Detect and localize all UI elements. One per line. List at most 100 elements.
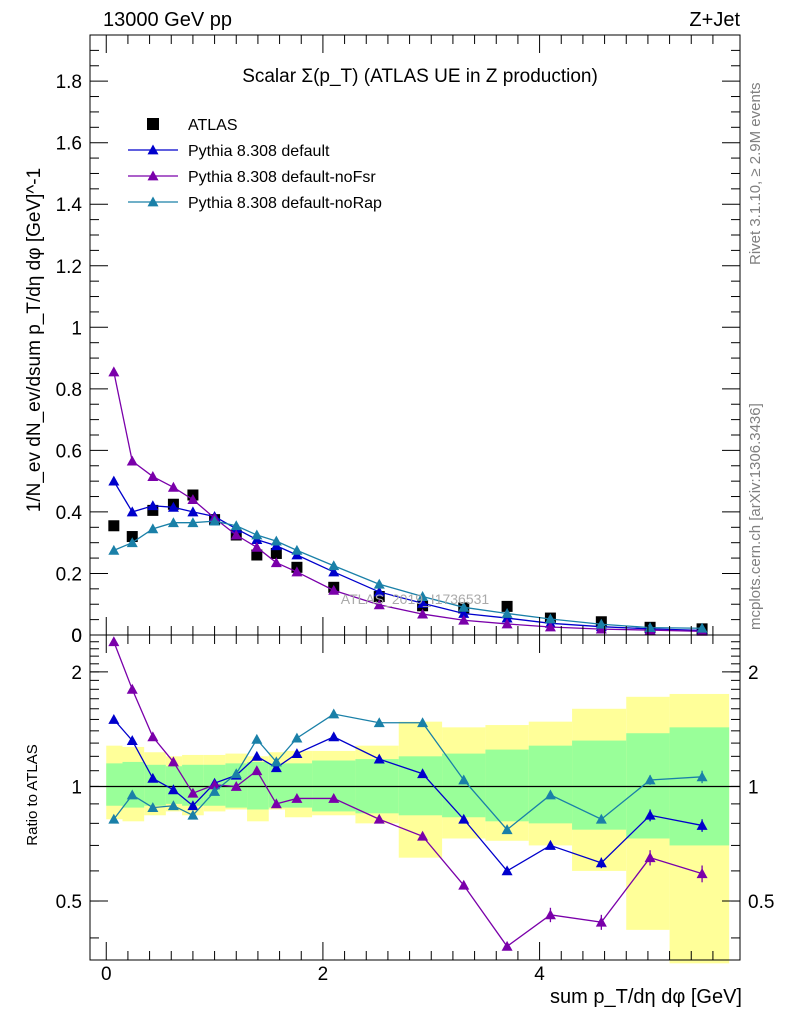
ratio-series-1-point — [126, 683, 138, 694]
series-2-point — [291, 566, 303, 577]
ratio-series-0-point — [644, 809, 656, 820]
ratio-series-1-point — [458, 879, 470, 890]
y-tick-label: 0.2 — [56, 564, 82, 585]
stat-uncertainty-band — [398, 756, 443, 816]
legend-label: Pythia 8.308 default-noRap — [188, 195, 382, 212]
ratio-series-1-point — [501, 940, 513, 951]
legend-label: Pythia 8.308 default-noFsr — [188, 169, 376, 186]
ratio-series-1-point — [209, 779, 221, 790]
series-3-point — [230, 520, 242, 531]
series-2-point — [230, 529, 242, 540]
ratio-series-2-point — [291, 732, 303, 743]
series-2-point — [544, 621, 556, 632]
y-tick-label: 1.8 — [56, 72, 82, 93]
series-3-point — [417, 591, 429, 601]
series-2-point — [458, 614, 470, 625]
ratio-series-2-point — [373, 717, 385, 728]
series-3-point — [544, 613, 556, 624]
series-2-point — [501, 618, 513, 629]
stat-uncertainty-band — [528, 745, 573, 824]
atlas-data-point — [501, 600, 513, 612]
ratio-series-0-point — [595, 857, 607, 868]
y-tick-label: 0.4 — [56, 503, 83, 524]
ratio-series-0-point — [167, 784, 179, 795]
main-title-text: Scalar Σ(p_T) (ATLAS UE in Z production) — [242, 66, 598, 87]
series-3-point — [108, 544, 120, 555]
ratio-series-2-point — [209, 785, 221, 796]
series-1-point — [187, 506, 199, 517]
series-line-1 — [113, 480, 703, 632]
ratio-series-0-point — [126, 735, 138, 745]
ratio-series-0-point — [417, 768, 429, 779]
main-y-label: 1/N_ev dN_ev/dsum p_T/dη dφ [GeV]^-1 — [24, 168, 45, 512]
ratio-series-0-point — [187, 800, 199, 811]
ratio-series-1-point — [291, 792, 303, 803]
legend-label: Pythia 8.308 default — [188, 143, 330, 160]
atlas-data-point — [147, 504, 159, 516]
stat-uncertainty-band — [268, 763, 285, 808]
ratio-series-1-point — [230, 780, 242, 791]
ratio-series-0-point — [328, 731, 340, 742]
series-line-3 — [113, 520, 703, 629]
series-2-point — [251, 541, 263, 552]
ratio-series — [108, 636, 708, 951]
header-left: 13000 GeV pp — [103, 9, 232, 31]
legend-marker — [147, 196, 159, 207]
legend: ATLAS Pythia 8.308 default Pythia 8.308 de… — [128, 117, 382, 212]
ratio-series-0-point — [696, 819, 708, 830]
series-2-point — [187, 494, 199, 505]
x-tick-label: 2 — [318, 964, 329, 985]
series-1-point — [147, 500, 159, 511]
ratio-series-2-point — [644, 774, 656, 785]
ratio-series-2-point — [417, 717, 429, 728]
stat-uncertainty-band — [106, 763, 123, 806]
y-tick-label: 0.8 — [56, 380, 82, 401]
y-tick-label: 0.6 — [56, 441, 82, 462]
atlas-data-point — [270, 547, 282, 559]
series-2-point — [270, 557, 282, 568]
legend-label: ATLAS — [188, 117, 238, 134]
ratio-series-2-point — [595, 813, 607, 824]
ratio-frame — [89, 634, 741, 961]
ratio-series-0-point — [147, 772, 159, 783]
y-tick-label: 1 — [71, 318, 82, 339]
ratio-y-tick-label: 0.5 — [56, 892, 82, 913]
x-tick-label: 0 — [101, 964, 112, 985]
ratio-series-0-point — [458, 813, 470, 824]
ratio-series-1-point — [167, 756, 179, 767]
legend-marker — [147, 170, 159, 181]
series-1-point — [328, 566, 340, 577]
series-3-point — [126, 537, 138, 548]
ratio-series-0-point — [270, 762, 282, 773]
ratio-series-0-point — [108, 713, 120, 724]
stat-uncertainty-band — [485, 749, 529, 822]
legend-marker — [147, 144, 159, 155]
ratio-series-1-point — [595, 916, 607, 927]
series-3-point — [251, 529, 263, 540]
stat-uncertainty-band — [122, 761, 145, 808]
stat-uncertainty-band — [165, 766, 183, 804]
ratio-series-0-point — [373, 753, 385, 764]
ratio-series-1-point — [544, 909, 556, 920]
ratio-series-1-point — [373, 813, 385, 824]
main-axes: 00.20.40.60.811.21.41.61.80 — [56, 35, 740, 647]
main-marks — [108, 366, 708, 636]
series-2-point — [167, 481, 179, 492]
series-3-point — [696, 622, 708, 633]
stat-uncertainty-band — [144, 764, 166, 806]
main-panel: 00.20.40.60.811.21.41.61.80 ATLAS_2019_I… — [24, 34, 741, 647]
ratio-series-1-point — [251, 765, 263, 776]
series-2-point — [417, 608, 429, 619]
rivet-label: Rivet 3.1.10, ≥ 2.9M events — [747, 83, 764, 266]
ratio-series-0-point — [501, 865, 513, 876]
stat-uncertainty-band — [572, 740, 627, 830]
ratio-series-1-point — [417, 830, 429, 841]
ratio-series-1-point — [328, 792, 340, 803]
ratio-series-2-point — [544, 789, 556, 800]
ratio-series-2-point — [328, 708, 340, 719]
ratio-series-2-point — [696, 771, 708, 782]
legend-marker-atlas — [147, 118, 159, 130]
ratio-y-tick-label-right: 2 — [748, 663, 759, 684]
y-tick-label: 1.2 — [56, 257, 82, 278]
